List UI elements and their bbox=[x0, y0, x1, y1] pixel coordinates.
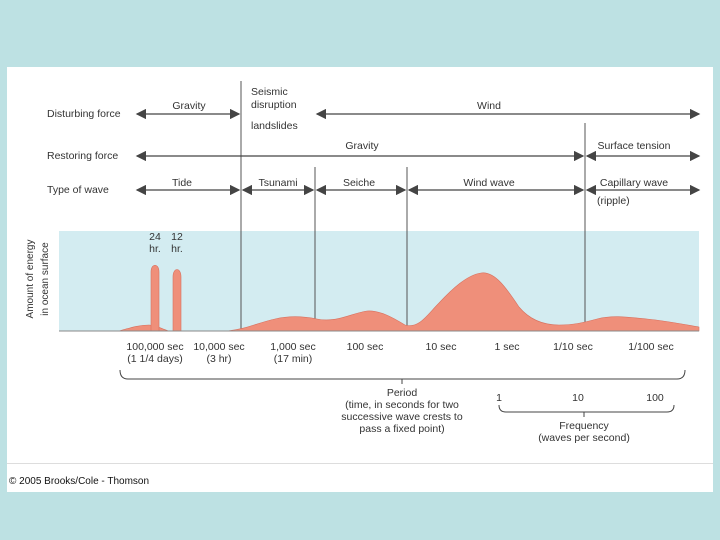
label-gravity-disturbing: Gravity bbox=[172, 100, 206, 112]
period-desc-2: successive wave crests to bbox=[341, 411, 463, 423]
wave-spectrum-figure: Disturbing force Restoring force Type of… bbox=[7, 67, 713, 492]
row-label-restoring-force: Restoring force bbox=[47, 150, 119, 162]
freq-tick-100: 100 bbox=[646, 392, 664, 404]
period-title: Period bbox=[386, 387, 418, 399]
label-seismic: Seismic bbox=[251, 86, 288, 98]
peak-12-unit: hr. bbox=[171, 243, 183, 255]
label-landslides: landslides bbox=[251, 120, 298, 132]
slide-card: Disturbing force Restoring force Type of… bbox=[7, 67, 713, 492]
label-wind-wave: Wind wave bbox=[463, 177, 515, 189]
x-tick-100000: 100,000 sec bbox=[126, 341, 184, 353]
frequency-bracket bbox=[498, 404, 675, 413]
x-tick-1000: 1,000 sec bbox=[270, 341, 316, 353]
x-tick-10000: 10,000 sec bbox=[193, 341, 245, 353]
label-ripple: (ripple) bbox=[597, 195, 630, 207]
label-wind: Wind bbox=[477, 100, 501, 112]
x-tick-10: 10 sec bbox=[425, 341, 457, 353]
spectrum-graphics bbox=[59, 81, 701, 417]
period-bracket bbox=[119, 369, 686, 380]
y-axis-label-line1: Amount of energy bbox=[25, 239, 36, 319]
y-axis-label-line2: in ocean surface bbox=[40, 242, 51, 316]
label-disruption: disruption bbox=[251, 99, 297, 111]
row-label-disturbing-force: Disturbing force bbox=[47, 108, 121, 120]
label-seiche: Seiche bbox=[342, 177, 376, 189]
label-capillary-wave: Capillary wave bbox=[599, 177, 669, 189]
x-tick-0-1: 1/10 sec bbox=[553, 341, 593, 353]
x-tick-10000-sub: (3 hr) bbox=[206, 353, 232, 365]
period-desc-1: (time, in seconds for two bbox=[345, 399, 459, 411]
period-desc-3: pass a fixed point) bbox=[359, 423, 445, 435]
x-tick-100000-sub: (1 1/4 days) bbox=[127, 353, 183, 365]
x-tick-0-01: 1/100 sec bbox=[628, 341, 674, 353]
peak-24-unit: hr. bbox=[149, 243, 161, 255]
x-tick-100: 100 sec bbox=[346, 341, 384, 353]
frequency-desc: (waves per second) bbox=[538, 432, 630, 444]
label-surface-tension: Surface tension bbox=[597, 140, 671, 152]
label-tide: Tide bbox=[171, 177, 193, 189]
tide-peak-24hr bbox=[150, 264, 160, 332]
peak-24-value: 24 bbox=[149, 231, 161, 243]
freq-tick-10: 10 bbox=[572, 392, 584, 404]
label-tsunami: Tsunami bbox=[258, 177, 298, 189]
frequency-title: Frequency bbox=[559, 420, 609, 432]
x-tick-1: 1 sec bbox=[494, 341, 520, 353]
credit-strip: © 2005 Brooks/Cole - Thomson bbox=[7, 463, 713, 492]
label-gravity-restoring: Gravity bbox=[345, 140, 379, 152]
copyright-credit: © 2005 Brooks/Cole - Thomson bbox=[9, 476, 150, 487]
x-tick-1000-sub: (17 min) bbox=[273, 353, 313, 365]
row-label-type-of-wave: Type of wave bbox=[47, 184, 109, 196]
freq-tick-1: 1 bbox=[496, 392, 502, 404]
peak-12-value: 12 bbox=[171, 231, 183, 243]
tide-peak-12hr bbox=[172, 269, 182, 332]
